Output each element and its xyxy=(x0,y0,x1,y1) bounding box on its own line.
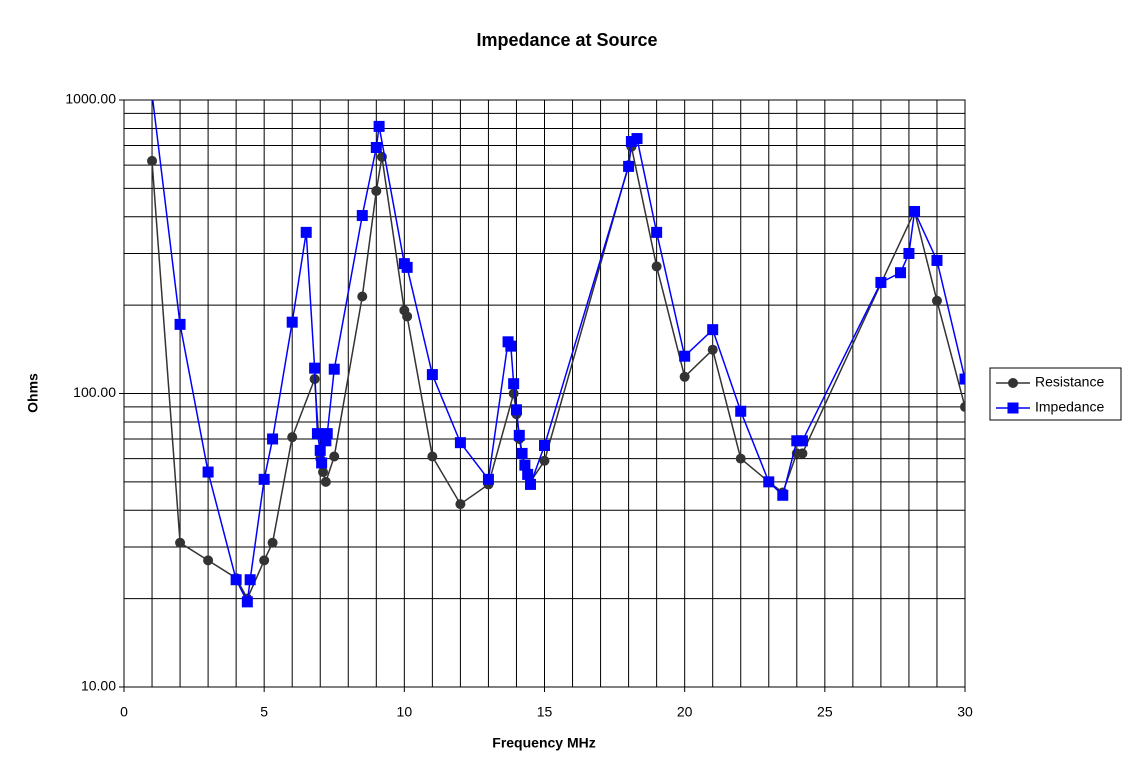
legend-label: Resistance xyxy=(1035,374,1104,390)
marker xyxy=(796,435,808,447)
x-tick-label: 25 xyxy=(817,704,833,720)
marker xyxy=(244,574,256,586)
marker xyxy=(631,133,643,145)
marker xyxy=(258,473,270,485)
marker xyxy=(519,459,531,471)
marker xyxy=(707,344,718,355)
marker xyxy=(651,226,663,238)
y-tick-label: 1000.00 xyxy=(65,91,116,107)
grid: 0 5 10 15 20 25 30 10.00 100.00 1000.00 xyxy=(65,91,973,720)
x-tick-label: 0 xyxy=(120,704,128,720)
marker xyxy=(797,448,808,459)
marker xyxy=(357,291,368,302)
x-tick-label: 5 xyxy=(260,704,268,720)
marker xyxy=(373,120,385,132)
chart-title: Impedance at Source xyxy=(476,30,657,50)
marker xyxy=(286,316,298,328)
marker xyxy=(320,435,332,447)
marker xyxy=(147,88,158,99)
marker xyxy=(311,428,323,440)
marker xyxy=(707,324,719,336)
plot-area xyxy=(147,88,965,608)
marker xyxy=(267,537,278,548)
marker xyxy=(903,247,915,259)
marker xyxy=(763,476,775,488)
marker xyxy=(651,261,662,272)
x-tick-label: 20 xyxy=(677,704,693,720)
marker xyxy=(321,428,333,440)
series-line xyxy=(151,146,965,601)
marker xyxy=(679,371,690,382)
marker xyxy=(329,451,340,462)
marker xyxy=(287,432,298,443)
marker xyxy=(524,478,536,490)
marker xyxy=(370,141,382,153)
marker xyxy=(508,388,519,399)
x-tick-label: 10 xyxy=(397,704,413,720)
marker xyxy=(679,350,691,362)
marker xyxy=(230,574,242,586)
marker xyxy=(259,555,270,566)
marker xyxy=(1007,402,1019,414)
marker xyxy=(960,401,965,412)
marker xyxy=(508,378,520,390)
marker xyxy=(455,499,466,510)
marker xyxy=(401,261,413,273)
marker xyxy=(328,363,340,375)
marker xyxy=(539,440,550,452)
marker xyxy=(300,226,312,238)
marker xyxy=(241,596,253,608)
series-line xyxy=(152,100,965,605)
marker xyxy=(735,453,746,464)
marker xyxy=(356,210,368,222)
marker xyxy=(267,433,279,445)
marker xyxy=(909,205,921,217)
marker xyxy=(1008,378,1018,388)
marker xyxy=(931,254,943,266)
marker xyxy=(427,451,438,462)
marker xyxy=(777,489,789,501)
marker xyxy=(895,267,907,279)
marker xyxy=(174,318,186,330)
marker xyxy=(175,537,186,548)
marker xyxy=(320,476,331,487)
y-axis-label: Ohms xyxy=(25,373,41,413)
marker xyxy=(147,155,158,166)
marker xyxy=(513,429,525,441)
marker xyxy=(203,555,214,566)
marker xyxy=(510,404,522,416)
marker xyxy=(482,473,494,485)
marker xyxy=(454,437,466,449)
marker xyxy=(516,447,528,459)
x-tick-label: 30 xyxy=(957,704,973,720)
marker xyxy=(309,362,321,374)
y-tick-label: 10.00 xyxy=(81,678,116,694)
marker xyxy=(522,468,534,480)
marker xyxy=(371,185,382,196)
marker xyxy=(505,340,517,352)
marker xyxy=(426,369,438,381)
legend-label: Impedance xyxy=(1035,399,1104,415)
marker xyxy=(735,405,747,417)
legend: Resistance Impedance xyxy=(989,367,1122,421)
marker xyxy=(318,467,329,478)
marker xyxy=(314,444,326,456)
x-axis-label: Frequency MHz xyxy=(492,735,595,751)
marker xyxy=(402,311,413,322)
marker xyxy=(875,276,887,288)
x-tick-label: 15 xyxy=(537,704,553,720)
y-tick-label: 100.00 xyxy=(73,384,116,400)
marker xyxy=(931,295,942,306)
marker xyxy=(316,457,328,469)
marker xyxy=(625,136,637,148)
plot-border xyxy=(123,99,966,688)
marker xyxy=(202,466,214,478)
marker xyxy=(539,455,550,466)
marker xyxy=(623,160,635,172)
marker xyxy=(791,435,803,447)
marker xyxy=(959,373,965,385)
